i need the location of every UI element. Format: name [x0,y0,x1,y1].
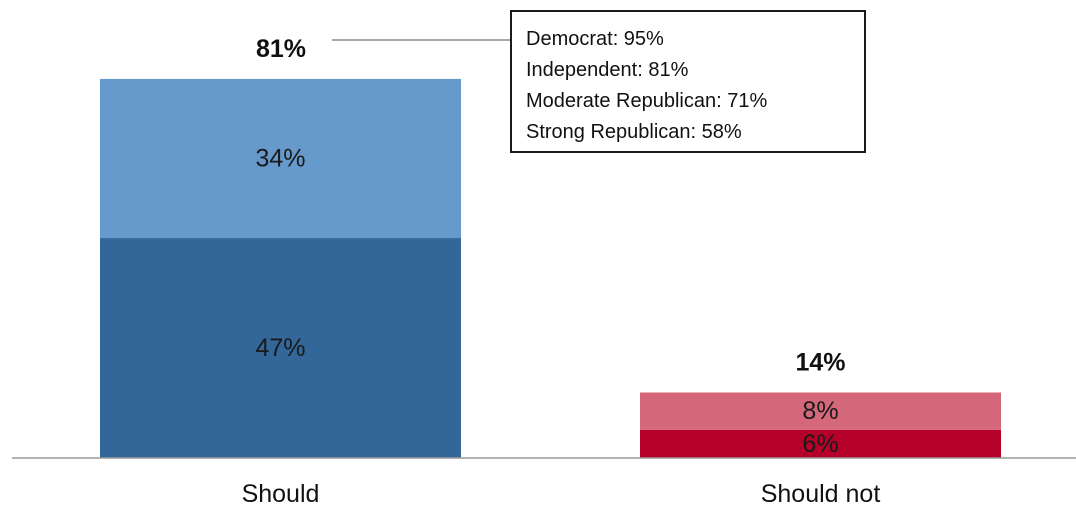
callout-line-strong-republican: Strong Republican: 58% [526,121,742,143]
total-value-label-should: 81% [256,35,306,63]
segment-value-label-should-0: 47% [255,334,305,362]
segment-value-label-should-not-1: 8% [802,397,838,425]
category-label-should: Should [242,480,320,508]
party-breakdown-callout: Democrat: 95% Independent: 81% Moderate … [510,10,866,153]
segment-value-label-should-not-0: 6% [802,430,838,458]
bar-segment-should-not-1 [640,392,1001,430]
bar-segment-should-not-0 [640,429,1001,458]
callout-line-independent: Independent: 81% [526,59,689,81]
segment-value-label-should-1: 34% [255,144,305,172]
callout-line-democrat: Democrat: 95% [526,28,664,50]
total-value-label-should-not: 14% [795,348,845,376]
bar-segment-should-1 [100,78,461,239]
bar-segment-should-0 [100,238,461,458]
bars-layer: 47% 34% 81% Should 6% 8% 14% Should not [100,35,1001,508]
callout-line-moderate-republican: Moderate Republican: 71% [526,90,768,112]
category-label-should-not: Should not [761,480,881,508]
